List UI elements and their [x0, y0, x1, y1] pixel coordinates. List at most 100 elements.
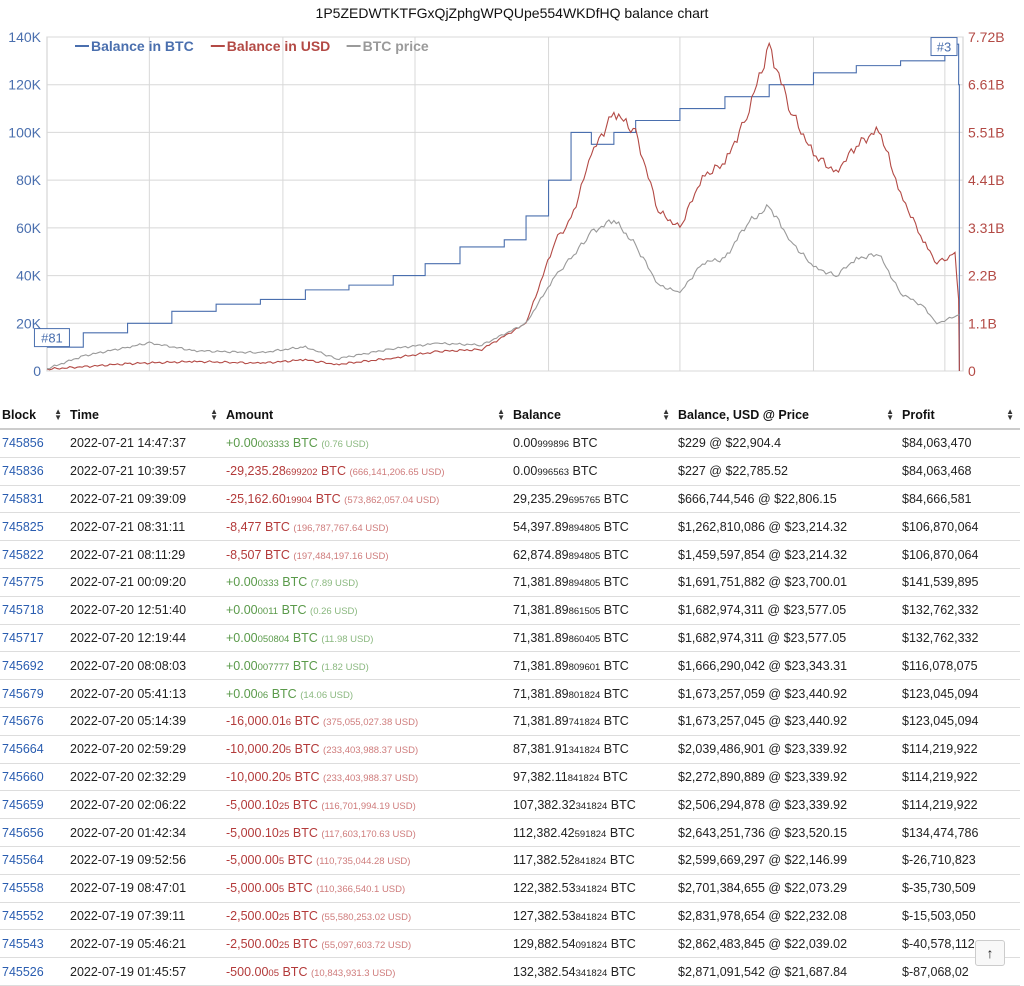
amount-usd: (116,701,994.19 USD) — [321, 800, 416, 812]
block-link[interactable]: 745825 — [2, 519, 44, 534]
block-link[interactable]: 745656 — [2, 825, 44, 840]
table-row: 745656 2022-07-20 01:42:34 -5,000.1025 BTC… — [0, 818, 1020, 847]
time-cell: 2022-07-20 05:41:13 — [68, 679, 224, 708]
amount-value: -5,000.00 — [226, 853, 279, 868]
table-row: 745564 2022-07-19 09:52:56 -5,000.005 BTC … — [0, 846, 1020, 875]
balance-value: 112,382.42 — [513, 825, 575, 840]
block-link[interactable]: 745676 — [2, 714, 44, 729]
block-link[interactable]: 745836 — [2, 464, 44, 479]
balance-unit: BTC — [610, 936, 636, 951]
balance-cell: 71,381.89860405 BTC — [511, 624, 676, 653]
block-cell: 745692 — [0, 651, 68, 681]
balance-value: 122,382.53 — [513, 881, 576, 896]
balance-small-digits: 841824 — [575, 911, 608, 923]
amount-unit: BTC — [315, 491, 341, 506]
amount-unit: BTC — [292, 825, 318, 840]
balance-small-digits: 996563 — [537, 467, 570, 479]
block-link[interactable]: 745831 — [2, 491, 44, 506]
sort-icon[interactable]: ▲ ▼ — [1006, 407, 1014, 422]
y-right-tick-label: 6.61B — [968, 77, 1005, 93]
block-link[interactable]: 745856 — [2, 436, 44, 451]
balance-value: 0.00 — [513, 464, 538, 479]
scroll-to-top-button[interactable]: ↑ — [975, 940, 1005, 966]
amount-small-digits: 06 — [257, 689, 269, 701]
column-header-time[interactable]: Time ▲ ▼ — [68, 402, 224, 430]
column-header-balance[interactable]: Balance ▲ ▼ — [511, 402, 676, 430]
block-link[interactable]: 745526 — [2, 964, 44, 979]
balance-cell: 107,382.32341824 BTC — [511, 790, 676, 820]
balance-cell: 29,235.29695765 BTC — [511, 485, 676, 514]
sort-icon[interactable]: ▲ ▼ — [497, 407, 505, 422]
balance-usd-cell: $1,691,751,882 @ $23,700.01 — [676, 568, 900, 597]
block-link[interactable]: 745558 — [2, 881, 44, 896]
time-cell: 2022-07-20 01:42:34 — [68, 818, 224, 847]
y-right-tick-label: 2.2B — [968, 268, 997, 284]
balance-value: 29,235.29 — [513, 491, 569, 506]
balance-value: 0.00 — [513, 436, 538, 451]
amount-cell: -500.0005 BTC (10,843,931.3 USD) — [224, 957, 511, 986]
block-link[interactable]: 745692 — [2, 658, 44, 673]
profit-cell: $114,219,922 — [900, 790, 1020, 820]
table-row: 745664 2022-07-20 02:59:29 -10,000.205 BTC… — [0, 735, 1020, 764]
balance-cell: 129,882.54091824 BTC — [511, 929, 676, 959]
amount-usd: (14.06 USD) — [300, 689, 353, 701]
time-cell: 2022-07-20 12:51:40 — [68, 596, 224, 625]
sort-icon[interactable]: ▲ ▼ — [662, 407, 670, 422]
block-link[interactable]: 745822 — [2, 547, 44, 562]
series-line-balance-in-usd — [46, 41, 960, 372]
balance-value: 129,882.54 — [513, 936, 576, 951]
block-link[interactable]: 745543 — [2, 936, 44, 951]
balance-unit: BTC — [603, 658, 629, 673]
block-cell: 745676 — [0, 707, 68, 736]
balance-cell: 62,874.89894805 BTC — [511, 540, 676, 569]
time-cell: 2022-07-20 05:14:39 — [68, 707, 224, 736]
sort-icon[interactable]: ▲ ▼ — [886, 407, 894, 422]
amount-unit: BTC — [282, 964, 308, 979]
block-link[interactable]: 745552 — [2, 908, 44, 923]
block-link[interactable]: 745717 — [2, 630, 44, 645]
column-header-block[interactable]: Block ▲ ▼ — [0, 402, 68, 430]
block-link[interactable]: 745775 — [2, 575, 44, 590]
balance-unit: BTC — [603, 630, 629, 645]
amount-unit: BTC — [294, 769, 320, 784]
amount-cell: -10,000.205 BTC (233,403,988.37 USD) — [224, 763, 511, 792]
profit-cell: $123,045,094 — [900, 679, 1020, 708]
balance-cell: 0.00996563 BTC — [511, 457, 676, 486]
y-left-tick-label: 60K — [16, 220, 42, 236]
sort-icon[interactable]: ▲ ▼ — [54, 407, 62, 422]
amount-small-digits: 25 — [278, 939, 290, 951]
time-cell: 2022-07-19 05:46:21 — [68, 929, 224, 959]
amount-value: +0.00 — [226, 603, 258, 618]
balance-chart[interactable]: 0 20K 40K 60K 80K 100K 120K 140K 0 1.1B 2.2B 3.31B 4… — [0, 24, 1024, 376]
x-tick-label: Jul 2019 — [123, 375, 176, 376]
amount-value: +0.00 — [226, 686, 258, 701]
amount-value: +0.00 — [226, 436, 258, 451]
balance-unit: BTC — [610, 797, 636, 812]
y-left-tick-label: 20K — [16, 315, 42, 331]
balance-unit: BTC — [610, 908, 636, 923]
block-link[interactable]: 745659 — [2, 797, 44, 812]
block-link[interactable]: 745664 — [2, 742, 44, 757]
column-header-profit[interactable]: Profit ▲ ▼ — [900, 402, 1020, 430]
table-row: 745822 2022-07-21 08:11:29 -8,507 BTC (197… — [0, 540, 1020, 569]
block-link[interactable]: 745718 — [2, 603, 44, 618]
amount-usd: (55,580,253.02 USD) — [321, 911, 412, 923]
block-link[interactable]: 745564 — [2, 853, 44, 868]
table-row: 745558 2022-07-19 08:47:01 -5,000.005 BTC … — [0, 874, 1020, 903]
amount-unit: BTC — [271, 686, 297, 701]
amount-usd: (110,366,540.1 USD) — [316, 884, 406, 896]
sort-icon[interactable]: ▲ ▼ — [210, 407, 218, 422]
column-header-balance-usd[interactable]: Balance, USD @ Price ▲ ▼ — [676, 402, 900, 430]
block-cell: 745656 — [0, 818, 68, 847]
block-link[interactable]: 745660 — [2, 769, 44, 784]
balance-cell: 71,381.89861505 BTC — [511, 596, 676, 625]
amount-unit: BTC — [292, 797, 318, 812]
balance-usd-cell: $1,459,597,854 @ $23,214.32 — [676, 540, 900, 569]
balance-cell: 71,381.89801824 BTC — [511, 679, 676, 708]
block-cell: 745718 — [0, 596, 68, 625]
balance-small-digits: 894805 — [568, 522, 601, 534]
block-link[interactable]: 745679 — [2, 686, 44, 701]
flag-marker — [33, 328, 70, 348]
column-header-amount[interactable]: Amount ▲ ▼ — [224, 402, 511, 430]
block-cell: 745526 — [0, 957, 68, 986]
